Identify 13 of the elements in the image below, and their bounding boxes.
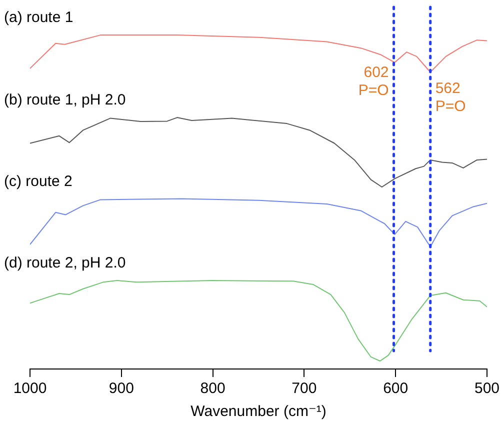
- ref-line-label: 562 P=O: [435, 80, 466, 116]
- x-tick-label: 800: [200, 380, 226, 398]
- x-tick-label: 700: [292, 380, 317, 398]
- ref-line-label: 602 P=O: [358, 64, 389, 100]
- series-label: (a) route 1: [4, 9, 74, 26]
- x-axis-title: Wavenumber (cm⁻¹): [190, 403, 326, 420]
- x-tick-label: 600: [383, 380, 408, 398]
- x-tick-label: 500: [474, 380, 500, 398]
- series-label: (d) route 2, pH 2.0: [4, 254, 126, 272]
- series-label: (c) route 2: [4, 172, 72, 190]
- series-label: (b) route 1, pH 2.0: [4, 92, 126, 109]
- x-tick-label: 1000: [13, 380, 47, 398]
- x-tick-label: 900: [108, 380, 134, 398]
